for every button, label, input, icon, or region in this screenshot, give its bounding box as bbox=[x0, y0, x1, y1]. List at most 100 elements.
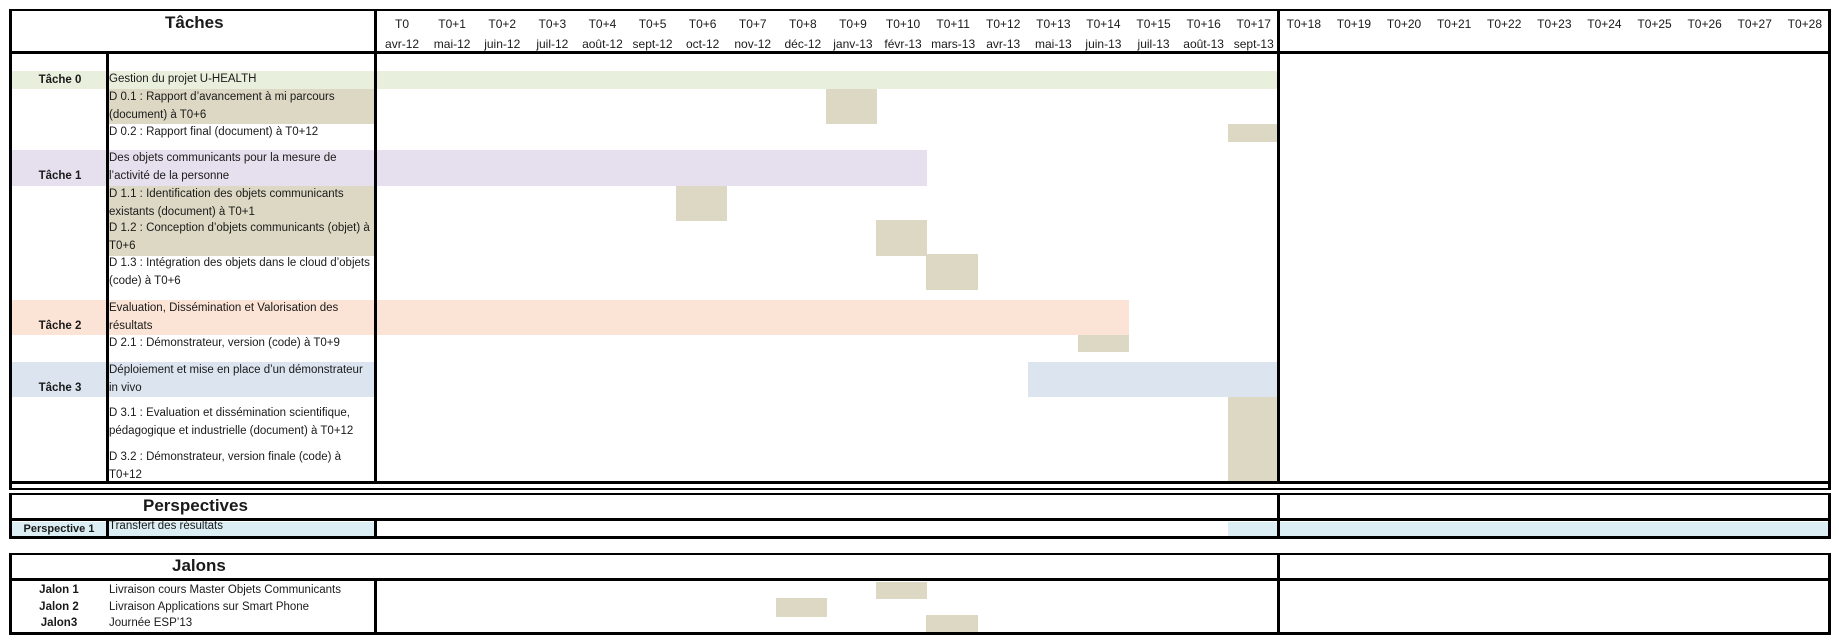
grid-line bbox=[9, 578, 1831, 581]
task0-label: Tâche 0 bbox=[38, 74, 82, 86]
grid-line bbox=[1828, 493, 1831, 539]
month-code: T0+5 bbox=[638, 17, 667, 31]
month-code: T0+4 bbox=[588, 17, 617, 31]
month-code: T0+20 bbox=[1386, 17, 1422, 31]
task2-title: Evaluation, Dissémination et Valorisatio… bbox=[109, 302, 339, 332]
month-code: T0+1 bbox=[438, 17, 466, 31]
month-code: T0+21 bbox=[1436, 17, 1472, 31]
month-date: déc-12 bbox=[784, 37, 822, 51]
jalon3-label: Jalon3 bbox=[40, 617, 78, 629]
task1-span-bar bbox=[109, 150, 927, 186]
month-date: mars-13 bbox=[931, 37, 976, 51]
task1-title: Des objets communicants pour la mesure d… bbox=[109, 152, 337, 182]
month-code: T0+7 bbox=[738, 17, 767, 31]
d31-text: D 3.1 : Evaluation et dissémination scie… bbox=[109, 407, 354, 437]
task3-label-bg bbox=[12, 362, 107, 397]
month-code: T0+8 bbox=[789, 17, 817, 31]
perspective1-label: Perspective 1 bbox=[23, 523, 95, 535]
d11-d12-text-bg bbox=[109, 186, 374, 256]
grid-line bbox=[1277, 9, 1280, 484]
grid-line bbox=[1277, 553, 1280, 635]
month-code: T0+3 bbox=[538, 17, 567, 31]
d02-text: D 0.2 : Rapport final (document) à T0+12 bbox=[109, 126, 319, 138]
d32-text: D 3.2 : Démonstrateur, version finale (c… bbox=[109, 451, 342, 481]
task0-span-bar bbox=[109, 71, 1278, 89]
d21-text: D 2.1 : Démonstrateur, version (code) à … bbox=[109, 337, 340, 349]
d21-bar bbox=[1078, 335, 1129, 352]
month-date: janv-13 bbox=[833, 37, 873, 51]
d01-text: D 0.1 : Rapport d’avancement à mi parcou… bbox=[109, 91, 335, 121]
grid-line bbox=[9, 518, 1831, 521]
d02-bar bbox=[1228, 124, 1278, 142]
task3-label: Tâche 3 bbox=[38, 382, 82, 394]
month-code: T0+17 bbox=[1236, 17, 1271, 31]
month-code: T0+10 bbox=[885, 17, 921, 31]
month-date: juil-13 bbox=[1137, 37, 1170, 51]
grid-line bbox=[374, 579, 377, 635]
month-code: T0+25 bbox=[1637, 17, 1672, 31]
month-code: T0+24 bbox=[1587, 17, 1622, 31]
perspective-text-bg bbox=[109, 522, 374, 536]
grid-line bbox=[106, 519, 109, 539]
jalon3-bar bbox=[926, 615, 978, 634]
d01-text-bg bbox=[109, 89, 374, 124]
month-date: avr-12 bbox=[385, 37, 420, 51]
month-code: T0+14 bbox=[1086, 17, 1121, 31]
month-code: T0+6 bbox=[688, 17, 717, 31]
month-code: T0+23 bbox=[1537, 17, 1572, 31]
jalon1-title: Livraison cours Master Objets Communican… bbox=[109, 584, 341, 596]
perspective1-title: Transfert des résultats bbox=[109, 520, 223, 532]
tasks-title: Tâches bbox=[165, 13, 224, 32]
month-code: T0+28 bbox=[1787, 17, 1823, 31]
month-code: T0+9 bbox=[839, 17, 867, 31]
d12-bar bbox=[876, 220, 927, 256]
grid-line bbox=[9, 51, 1831, 54]
month-date: juin-13 bbox=[1085, 37, 1122, 51]
jalon2-bar bbox=[776, 598, 827, 617]
month-date: sept-12 bbox=[632, 37, 673, 51]
month-code: T0+22 bbox=[1487, 17, 1522, 31]
task2-span-bar bbox=[109, 300, 1129, 335]
task2-label-bg bbox=[12, 300, 107, 335]
grid-line bbox=[9, 493, 1831, 495]
month-date: mai-13 bbox=[1035, 37, 1072, 51]
grid-line bbox=[374, 519, 377, 539]
month-date: nov-12 bbox=[734, 37, 772, 51]
jalons-title: Jalons bbox=[172, 556, 226, 575]
grid-line bbox=[106, 52, 109, 484]
month-code: T0+16 bbox=[1186, 17, 1221, 31]
month-code: T0+18 bbox=[1286, 17, 1322, 31]
grid-line bbox=[1828, 9, 1831, 490]
jalon1-label: Jalon 1 bbox=[39, 584, 79, 596]
month-code: T0+15 bbox=[1136, 17, 1171, 31]
month-date: juil-12 bbox=[536, 37, 569, 51]
task1-label-bg bbox=[12, 150, 107, 186]
perspective-bar bbox=[1228, 522, 1828, 536]
month-code: T0+26 bbox=[1687, 17, 1722, 31]
grid-line bbox=[1277, 493, 1280, 539]
d11-text: D 1.1 : Identification des objets commun… bbox=[109, 188, 344, 218]
perspectives-title: Perspectives bbox=[143, 496, 248, 515]
task1-label: Tâche 1 bbox=[38, 170, 82, 182]
grid-line bbox=[9, 553, 12, 635]
month-code: T0+12 bbox=[986, 17, 1021, 31]
d01-bar bbox=[826, 89, 877, 124]
d11-bar bbox=[676, 186, 727, 221]
grid-line bbox=[9, 481, 1831, 484]
month-code: T0+19 bbox=[1336, 17, 1372, 31]
month-date: sept-13 bbox=[1233, 37, 1274, 51]
month-code: T0+13 bbox=[1036, 17, 1071, 31]
jalon2-title: Livraison Applications sur Smart Phone bbox=[109, 601, 310, 613]
month-date: mai-12 bbox=[433, 37, 471, 51]
month-date: févr-13 bbox=[884, 37, 922, 51]
grid-line bbox=[9, 493, 12, 539]
grid-line bbox=[9, 536, 1831, 539]
perspective-label-bg bbox=[12, 522, 107, 536]
d3-bar bbox=[1228, 397, 1278, 483]
grid-line bbox=[1828, 553, 1831, 635]
grid-line bbox=[9, 488, 1831, 490]
jalon3-title: Journée ESP’13 bbox=[109, 617, 193, 629]
grid-line bbox=[9, 632, 1831, 635]
month-code: T0+27 bbox=[1737, 17, 1772, 31]
jalon2-label: Jalon 2 bbox=[39, 601, 79, 613]
